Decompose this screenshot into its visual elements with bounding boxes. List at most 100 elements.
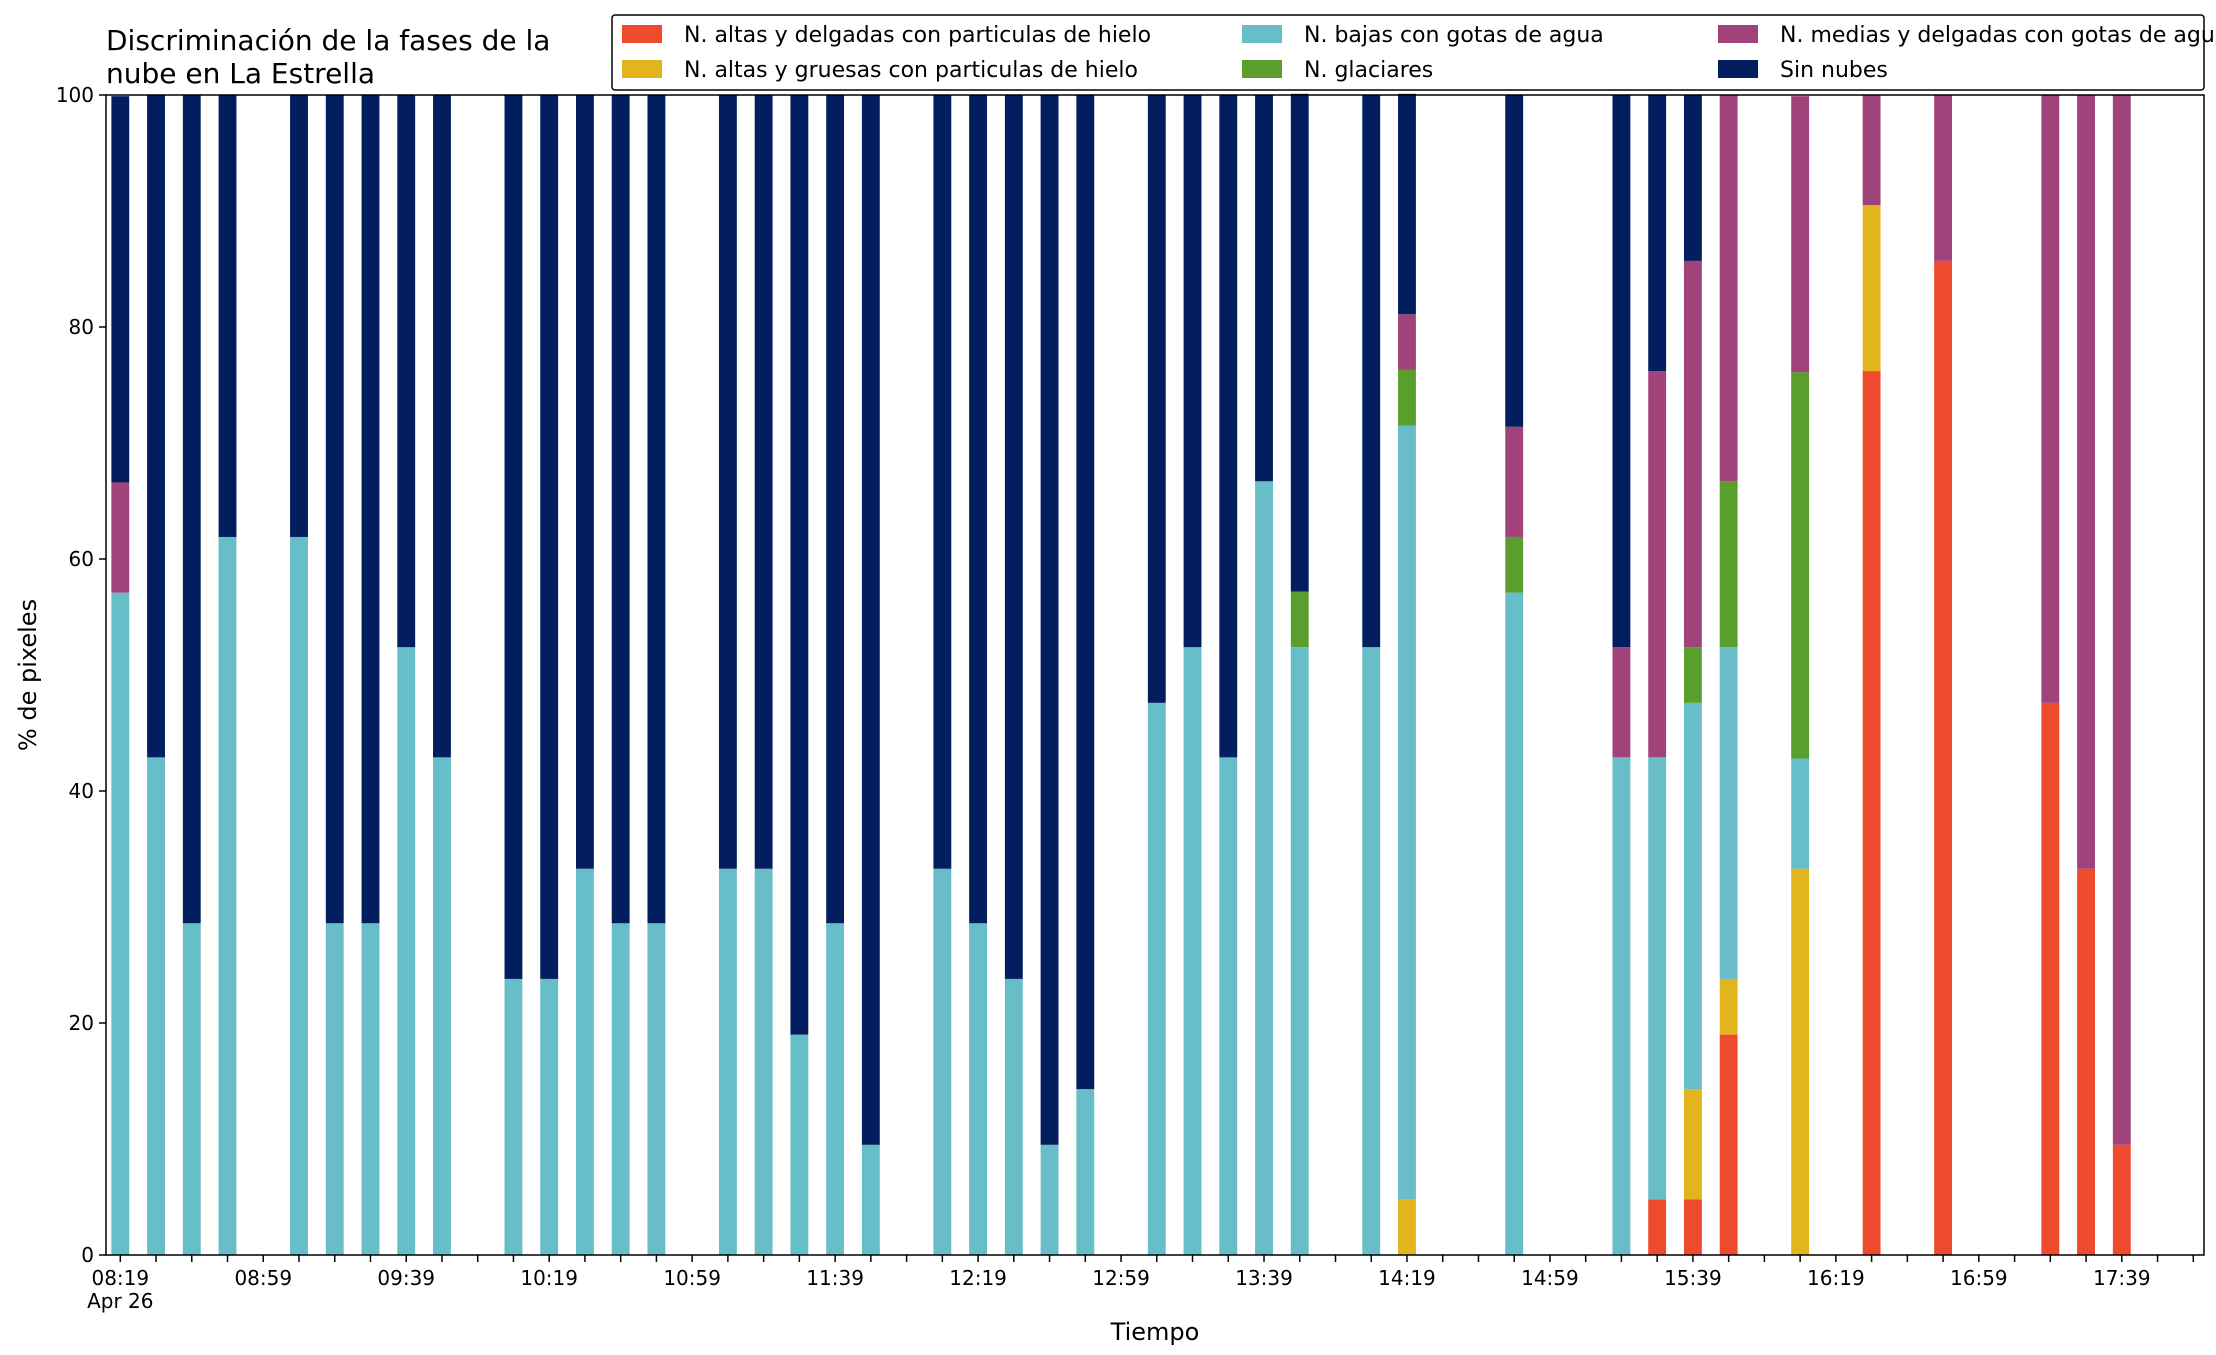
bar-segment-35-altas_delgadas bbox=[1719, 1034, 1738, 1255]
x-tick-label: 15:39 bbox=[1664, 1266, 1722, 1290]
bar-segment-20-sin_nubes bbox=[969, 95, 988, 924]
y-tick-label: 40 bbox=[69, 779, 94, 803]
bar-segment-37-altas_gruesas bbox=[1862, 205, 1881, 372]
bar-segment-38-altas_delgadas bbox=[1934, 260, 1953, 1255]
bar-segment-30-altas_gruesas bbox=[1398, 1199, 1416, 1255]
bar-segment-33-bajas_agua bbox=[1648, 757, 1667, 1200]
plot-frame bbox=[105, 94, 2205, 1256]
legend-box bbox=[611, 14, 2205, 91]
bar-segment-12-sin_nubes bbox=[611, 95, 630, 924]
x-tick-label: 12:59 bbox=[1092, 1266, 1150, 1290]
bar-segment-6-sin_nubes bbox=[361, 95, 380, 924]
bar-segment-22-sin_nubes bbox=[1040, 95, 1059, 1145]
x-tick-label: 14:19 bbox=[1378, 1266, 1436, 1290]
bar-segment-8-bajas_agua bbox=[433, 757, 451, 1255]
x-tick-label: 12:19 bbox=[949, 1266, 1007, 1290]
bar-segment-33-sin_nubes bbox=[1648, 95, 1667, 372]
x-tick-label: 08:59 bbox=[234, 1266, 292, 1290]
bar-segment-32-bajas_agua bbox=[1612, 757, 1631, 1255]
x-tick-label: 11:39 bbox=[806, 1266, 864, 1290]
bar-segment-27-sin_nubes bbox=[1255, 95, 1273, 482]
x-tick-label: 10:59 bbox=[663, 1266, 721, 1290]
legend-label-medias_agua: N. medias y delgadas con gotas de agua bbox=[1780, 23, 2216, 48]
bar-segment-37-altas_delgadas bbox=[1862, 371, 1881, 1256]
bar-segment-26-bajas_agua bbox=[1219, 757, 1238, 1255]
bar-segment-14-bajas_agua bbox=[718, 868, 737, 1255]
bar-segment-16-bajas_agua bbox=[790, 1034, 809, 1255]
bar-segment-22-bajas_agua bbox=[1040, 1144, 1059, 1255]
bar-segment-35-medias_agua bbox=[1719, 95, 1738, 482]
bar-segment-13-sin_nubes bbox=[647, 95, 666, 924]
bar-segment-30-medias_agua bbox=[1398, 314, 1416, 370]
bar-segment-30-sin_nubes bbox=[1398, 93, 1416, 315]
legend-label-altas_delgadas: N. altas y delgadas con particulas de hi… bbox=[684, 23, 1151, 48]
bar-segment-10-sin_nubes bbox=[540, 95, 559, 979]
x-tick-label: 10:19 bbox=[520, 1266, 578, 1290]
bar-segment-7-sin_nubes bbox=[397, 95, 416, 648]
bar-segment-30-bajas_agua bbox=[1398, 425, 1416, 1200]
bar-segment-35-bajas_agua bbox=[1719, 647, 1738, 979]
y-axis: 0 20 40 60 80 100 bbox=[56, 83, 106, 1267]
bar-segment-10-bajas_agua bbox=[540, 978, 559, 1255]
bar-segment-36-bajas_agua bbox=[1791, 758, 1810, 869]
bar-segment-39-medias_agua bbox=[2041, 95, 2060, 703]
chart-title-line-1: Discriminación de la fases de la bbox=[106, 24, 550, 57]
bar-segment-5-sin_nubes bbox=[325, 95, 344, 924]
bar-segment-1-sin_nubes bbox=[147, 95, 165, 758]
bar-segment-14-sin_nubes bbox=[718, 95, 737, 869]
bar-segment-23-sin_nubes bbox=[1076, 95, 1095, 1090]
bar-segment-41-altas_delgadas bbox=[2112, 1144, 2131, 1255]
bar-segment-35-glaciares bbox=[1719, 481, 1738, 648]
legend-label-bajas_agua: N. bajas con gotas de agua bbox=[1304, 23, 1604, 48]
bar-segment-32-sin_nubes bbox=[1612, 95, 1631, 648]
x-tick-label: 09:39 bbox=[377, 1266, 435, 1290]
bar-segment-13-bajas_agua bbox=[647, 923, 666, 1255]
bar-segment-15-sin_nubes bbox=[754, 95, 773, 869]
legend-swatch-bajas_agua bbox=[1242, 25, 1282, 43]
bar-segment-9-bajas_agua bbox=[504, 978, 523, 1255]
bar-segment-23-bajas_agua bbox=[1076, 1089, 1095, 1255]
y-tick-label: 20 bbox=[69, 1011, 94, 1035]
bar-segment-18-bajas_agua bbox=[861, 1144, 880, 1255]
bar-segment-31-bajas_agua bbox=[1505, 592, 1524, 1255]
bar-segment-0-bajas_agua bbox=[111, 592, 130, 1255]
bar-segment-12-bajas_agua bbox=[611, 923, 630, 1255]
legend-label-altas_gruesas: N. altas y gruesas con particulas de hie… bbox=[684, 58, 1138, 83]
bar-segment-34-sin_nubes bbox=[1683, 95, 1702, 261]
bar-segment-6-bajas_agua bbox=[361, 923, 380, 1255]
x-tick-label: 17:39 bbox=[2093, 1266, 2151, 1290]
x-tick-label: 16:19 bbox=[1807, 1266, 1865, 1290]
bar-segment-26-sin_nubes bbox=[1219, 95, 1238, 758]
bar-segment-21-sin_nubes bbox=[1004, 95, 1023, 979]
bar-segment-3-bajas_agua bbox=[218, 536, 237, 1255]
bar-segment-33-medias_agua bbox=[1648, 371, 1667, 758]
bar-segment-39-altas_delgadas bbox=[2041, 702, 2060, 1255]
bar-segment-40-altas_delgadas bbox=[2077, 868, 2095, 1255]
y-tick-label: 60 bbox=[69, 547, 94, 571]
bar-segment-8-sin_nubes bbox=[433, 95, 451, 758]
bar-segment-2-sin_nubes bbox=[182, 95, 201, 924]
bar-segment-18-sin_nubes bbox=[861, 95, 880, 1145]
bar-segment-24-sin_nubes bbox=[1147, 95, 1166, 703]
bar-segment-17-sin_nubes bbox=[826, 95, 845, 924]
bar-segment-38-medias_agua bbox=[1934, 95, 1953, 261]
bar-segment-4-bajas_agua bbox=[290, 536, 308, 1255]
bar-segment-33-altas_delgadas bbox=[1648, 1199, 1667, 1255]
y-axis-label: % de pixeles bbox=[14, 599, 42, 751]
bar-segment-16-sin_nubes bbox=[790, 95, 809, 1035]
bar-segment-34-altas_gruesas bbox=[1683, 1089, 1702, 1200]
x-axis-label: Tiempo bbox=[1110, 1318, 1200, 1346]
bar-segment-34-glaciares bbox=[1683, 647, 1702, 703]
bar-segment-36-medias_agua bbox=[1791, 96, 1810, 373]
bar-segment-19-sin_nubes bbox=[933, 95, 952, 869]
y-tick-label: 100 bbox=[56, 83, 94, 107]
bar-segment-21-bajas_agua bbox=[1004, 978, 1023, 1255]
bar-segment-15-bajas_agua bbox=[754, 868, 773, 1255]
legend: N. altas y delgadas con particulas de hi… bbox=[611, 14, 2216, 91]
bar-segment-29-sin_nubes bbox=[1362, 95, 1381, 648]
bar-segment-40-medias_agua bbox=[2077, 95, 2095, 869]
bar-segment-31-sin_nubes bbox=[1505, 95, 1524, 427]
legend-swatch-altas_gruesas bbox=[622, 60, 662, 78]
